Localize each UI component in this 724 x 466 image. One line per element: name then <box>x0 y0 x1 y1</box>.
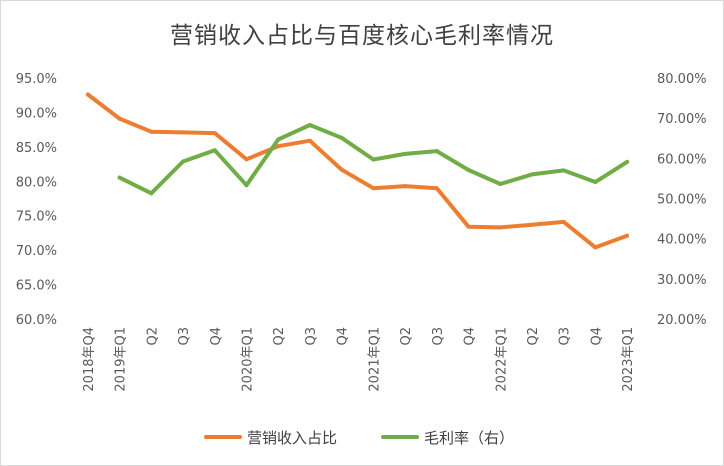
data-point <box>85 92 90 97</box>
data-point <box>276 137 281 142</box>
x-tick-label: 2023年Q1 <box>621 327 636 392</box>
x-tick-label: Q2 <box>272 327 287 346</box>
right-tick-label: 20.00% <box>657 313 707 328</box>
left-tick-label: 65.0% <box>16 279 57 294</box>
right-tick-label: 60.00% <box>657 152 707 167</box>
data-point <box>117 175 122 180</box>
x-tick-label: Q2 <box>526 327 541 346</box>
left-tick-label: 80.0% <box>16 175 57 190</box>
data-point <box>593 180 598 184</box>
right-tick-label: 30.00% <box>657 273 707 288</box>
data-point <box>530 222 534 227</box>
data-point <box>212 148 217 153</box>
data-point <box>466 224 471 229</box>
data-point <box>498 225 503 230</box>
right-tick-label: 50.00% <box>657 193 707 208</box>
data-point <box>371 157 376 162</box>
right-axis-ticks: 20.00% 30.00% 40.00% 50.00% 60.00% 70.00% 80.0… <box>657 72 707 328</box>
left-axis-ticks: 60.0% 65.0% 70.0% 75.0% 80.0% 85.0% 90.0% 95.0% <box>16 72 57 328</box>
data-point <box>181 159 185 164</box>
left-tick-label: 60.0% <box>16 313 57 328</box>
series-layer <box>85 92 630 250</box>
left-tick-label: 95.0% <box>16 72 57 87</box>
data-point <box>593 245 598 250</box>
data-point <box>625 159 630 164</box>
data-point <box>276 144 281 149</box>
data-point <box>371 186 376 191</box>
x-tick-label: Q2 <box>145 327 160 346</box>
data-point <box>434 186 439 191</box>
data-point <box>339 135 344 140</box>
x-tick-label: 2021年Q1 <box>367 327 382 392</box>
legend-label: 毛利率（右） <box>424 429 514 447</box>
data-point <box>307 123 312 127</box>
x-tick-label: Q3 <box>304 327 319 346</box>
series-line-marketing-revenue-share <box>85 92 630 250</box>
right-tick-label: 40.00% <box>657 233 707 248</box>
left-tick-label: 85.0% <box>16 141 57 156</box>
x-tick-label: Q4 <box>209 327 224 346</box>
x-tick-label: Q3 <box>558 327 573 346</box>
data-point <box>117 116 122 121</box>
data-point <box>244 157 249 162</box>
data-point <box>466 168 471 172</box>
x-tick-label: 2019年Q1 <box>114 327 129 392</box>
data-point <box>181 130 185 135</box>
x-tick-label: Q3 <box>431 327 446 346</box>
data-point <box>530 172 534 177</box>
data-point <box>561 219 566 224</box>
x-tick-label: 2022年Q1 <box>494 327 509 392</box>
data-point <box>212 131 217 136</box>
x-tick-label: Q4 <box>589 327 604 346</box>
left-tick-label: 75.0% <box>16 210 57 225</box>
data-point <box>498 182 503 186</box>
data-point <box>434 149 439 154</box>
x-tick-label: Q4 <box>336 327 351 346</box>
x-axis-ticks: 2018年Q4 2019年Q1 Q2 Q3 Q4 2020年Q1 Q2 Q3 Q4 2021年Q1… <box>82 327 636 392</box>
data-point <box>149 191 154 196</box>
data-point <box>149 129 154 134</box>
data-point <box>244 183 249 188</box>
left-tick-label: 70.0% <box>16 244 57 259</box>
right-tick-label: 80.00% <box>657 72 707 87</box>
x-tick-label: Q2 <box>399 327 414 346</box>
data-point <box>307 138 312 143</box>
legend: 营销收入占比 毛利率（右） <box>204 429 514 447</box>
x-tick-label: 2018年Q4 <box>82 327 97 392</box>
x-tick-label: Q4 <box>463 327 478 346</box>
x-tick-label: Q3 <box>177 327 192 346</box>
right-tick-label: 70.00% <box>657 112 707 127</box>
data-point <box>403 184 408 189</box>
chart-title: 营销收入占比与百度核心毛利率情况 <box>170 23 554 49</box>
x-tick-label: 2020年Q1 <box>240 327 255 392</box>
data-point <box>339 167 344 172</box>
left-tick-label: 90.0% <box>16 106 57 121</box>
data-point <box>403 151 408 156</box>
data-point <box>561 168 566 173</box>
data-point <box>625 233 630 238</box>
legend-label: 营销收入占比 <box>247 429 337 447</box>
